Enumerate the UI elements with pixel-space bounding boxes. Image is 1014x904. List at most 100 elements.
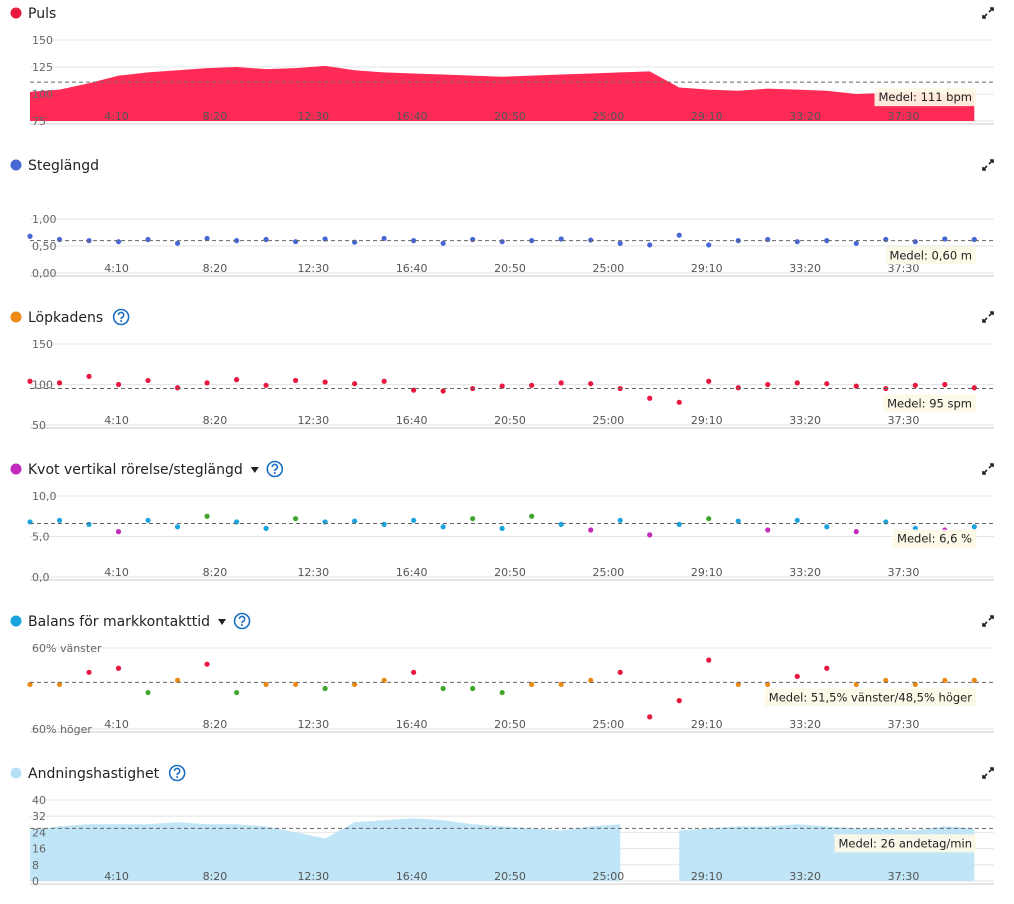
chart-title: Löpkadens	[28, 310, 103, 326]
point	[86, 373, 92, 379]
y-tick-label: 0,0	[32, 571, 50, 584]
help-icon[interactable]	[112, 308, 130, 326]
help-dot	[120, 320, 123, 322]
point	[27, 233, 33, 239]
x-tick-label: 29:10	[691, 110, 723, 123]
point	[529, 681, 535, 688]
point	[676, 698, 682, 704]
x-tick-label: 29:10	[691, 566, 723, 579]
x-tick-label: 4:10	[104, 262, 129, 275]
x-tick-label: 37:30	[888, 262, 920, 275]
x-tick-label: 4:10	[104, 870, 129, 883]
y-tick-label: 0	[32, 875, 39, 888]
point	[971, 524, 977, 530]
help-icon[interactable]	[168, 764, 186, 782]
help-circle	[168, 764, 186, 782]
point	[292, 377, 299, 384]
point	[204, 661, 210, 667]
chart-panel: Andningshastighet 40 32 24 16 8 0 4:10 8:20 12:30…	[10, 764, 994, 888]
x-tick-label: 20:50	[494, 566, 526, 579]
expand-icon[interactable]	[982, 767, 994, 779]
x-tick-label: 4:10	[104, 414, 129, 427]
expand-icon[interactable]	[982, 463, 994, 475]
y-tick-label: 24	[32, 826, 46, 839]
help-icon[interactable]	[266, 460, 284, 478]
x-tick-label: 16:40	[396, 718, 428, 731]
chart-title: Balans för markkontakttid	[28, 614, 210, 630]
dropdown-arrow[interactable]	[250, 467, 259, 473]
point	[174, 385, 181, 391]
point	[794, 673, 800, 679]
point	[292, 516, 299, 522]
chart-title: Puls	[28, 6, 56, 22]
point	[233, 377, 240, 383]
x-tick-label: 25:00	[593, 718, 625, 731]
mean-annotation: Medel: 26 andetag/min	[838, 836, 972, 850]
help-mark	[271, 463, 279, 472]
point	[56, 681, 63, 688]
x-tick-label: 12:30	[297, 262, 329, 275]
point	[883, 677, 889, 684]
point	[352, 518, 358, 524]
point	[765, 527, 771, 533]
help-circle	[233, 612, 251, 630]
x-tick-label: 33:20	[789, 870, 821, 883]
expand-icon[interactable]	[982, 615, 994, 627]
y-tick-label: 50	[32, 419, 46, 432]
point	[824, 524, 830, 530]
point	[735, 681, 741, 688]
expand-icon[interactable]	[982, 159, 994, 171]
point	[115, 381, 122, 388]
mean-annotation: Medel: 0,60 m	[889, 249, 972, 263]
expand-arrow	[982, 311, 994, 323]
point	[853, 240, 859, 246]
mean-annotation: Medel: 95 spm	[887, 397, 972, 411]
point	[86, 669, 92, 675]
x-tick-label: 37:30	[888, 414, 920, 427]
point	[322, 379, 328, 385]
y-tick-label: 75	[32, 115, 46, 128]
point	[588, 527, 594, 533]
expand-icon[interactable]	[982, 7, 994, 19]
legend-dot	[10, 615, 22, 627]
point	[499, 239, 505, 245]
point	[617, 669, 623, 675]
legend-dot	[10, 7, 22, 19]
x-tick-label: 16:40	[396, 110, 428, 123]
point	[56, 236, 63, 243]
point	[971, 385, 977, 391]
point	[145, 517, 151, 523]
dropdown-arrow[interactable]	[218, 619, 227, 625]
point	[735, 518, 741, 524]
x-tick-label: 33:20	[789, 262, 821, 275]
x-tick-label: 4:10	[104, 718, 129, 731]
x-tick-label: 25:00	[593, 870, 625, 883]
x-tick-label: 37:30	[888, 870, 920, 883]
chart-title: Steglängd	[28, 158, 99, 174]
point	[204, 513, 210, 519]
expand-arrow	[982, 463, 994, 475]
x-tick-label: 8:20	[203, 110, 228, 123]
expand-icon[interactable]	[982, 311, 994, 323]
point	[558, 380, 564, 386]
y-tick-label: 100	[32, 88, 53, 101]
point	[676, 399, 682, 405]
point	[322, 685, 328, 692]
point	[735, 385, 741, 391]
expand-arrow	[982, 767, 994, 779]
legend-dot	[10, 463, 22, 475]
point	[470, 685, 476, 692]
help-circle	[112, 308, 130, 326]
point	[647, 532, 653, 538]
x-tick-label: 8:20	[203, 870, 228, 883]
help-dot	[176, 776, 179, 778]
point	[174, 524, 181, 530]
chart-panel: Balans för markkontakttid 60% vänster 60% …	[10, 612, 994, 736]
expand-arrow	[982, 615, 994, 627]
y-tick-label: 125	[32, 61, 53, 74]
y-tick-label: 0,50	[32, 240, 57, 253]
help-icon[interactable]	[233, 612, 251, 630]
x-tick-label: 37:30	[888, 718, 920, 731]
point	[411, 669, 417, 675]
point	[115, 665, 122, 671]
